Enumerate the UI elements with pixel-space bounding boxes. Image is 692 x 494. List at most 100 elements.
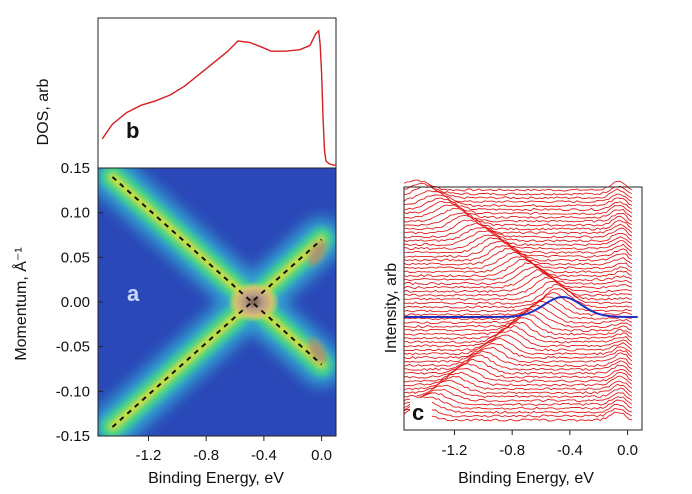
- edc-curve: [403, 337, 633, 356]
- edc-curve: [403, 358, 633, 375]
- momentum-tick-label: 0.00: [61, 294, 90, 311]
- panel-c: c -1.2 -0.8 -0.4 0.0 Binding Energy, eV Int…: [383, 179, 643, 487]
- edc-curve: [403, 269, 633, 289]
- edc-curve: [403, 276, 633, 297]
- edc-dirac-curve: [404, 295, 638, 318]
- edc-curve: [403, 190, 633, 204]
- heatmap: [98, 168, 336, 436]
- edc-curve: [403, 308, 633, 328]
- energy-tick-label-c: -1.2: [442, 442, 468, 459]
- edc-curve: [403, 222, 633, 239]
- momentum-tick-label: -0.15: [56, 428, 90, 445]
- energy-ticks-a: -1.2 -0.8 -0.4 0.0: [136, 436, 332, 464]
- edc-curve: [403, 362, 633, 379]
- edc-curve: [403, 292, 632, 313]
- panel-c-frame: [403, 186, 643, 431]
- dirac-cone-guides: [111, 176, 323, 428]
- intensity-axis-label: Intensity, arb: [383, 263, 400, 354]
- edc-curve: [403, 346, 633, 364]
- edc-curve: [403, 212, 633, 227]
- momentum-tick-label: 0.15: [61, 160, 90, 177]
- panel-c-letter-box: [410, 398, 432, 424]
- edc-curve: [403, 186, 633, 200]
- momentum-tick-label: 0.05: [61, 249, 90, 266]
- edc-curve: [403, 404, 633, 418]
- dos-curve: [101, 29, 336, 166]
- edc-curve: [403, 240, 633, 258]
- edc-curve: [403, 325, 633, 344]
- momentum-ticks: 0.15 0.10 0.05 0.00 -0.05 -0.10 -0.15: [56, 160, 103, 445]
- edc-curve: [403, 214, 633, 231]
- edc-curve: [403, 255, 633, 274]
- edc-curve: [403, 266, 633, 286]
- edc-curve: [403, 280, 632, 301]
- edc-curve: [403, 248, 633, 266]
- panel-c-letter: c: [412, 400, 424, 425]
- edc-curve: [404, 283, 632, 305]
- band-lobe-1: [307, 338, 327, 364]
- dos-axis-label: DOS, arb: [35, 79, 52, 146]
- energy-tick-label-a: -1.2: [136, 447, 162, 464]
- energy-tick-label-a: -0.8: [193, 447, 219, 464]
- edc-curve: [403, 245, 633, 262]
- edc-curve: [403, 334, 633, 352]
- edc-curve: [403, 179, 633, 192]
- edc-curve: [403, 388, 633, 403]
- edc-curve: [403, 379, 633, 395]
- edc-curve: [403, 182, 633, 196]
- edc-curve: [403, 200, 633, 215]
- dashed-guide-1: [111, 238, 323, 428]
- edc-curve: [403, 226, 633, 243]
- edc-curve: [403, 400, 633, 414]
- edc-curve: [403, 204, 633, 219]
- edc-stack: [403, 179, 633, 422]
- edc-curve: [403, 234, 633, 251]
- energy-axis-label-a: Binding Energy, eV: [148, 470, 284, 487]
- momentum-tick-label: -0.05: [56, 339, 90, 356]
- edc-curve: [403, 251, 633, 270]
- edc-curve: [403, 343, 633, 360]
- edc-curve: [403, 392, 633, 407]
- energy-tick-label-c: 0.0: [617, 442, 638, 459]
- edc-curve: [403, 258, 633, 278]
- energy-ticks-c: -1.2 -0.8 -0.4 0.0: [442, 430, 638, 459]
- edc-curve: [403, 262, 633, 282]
- energy-tick-label-c: -0.4: [557, 442, 583, 459]
- edc-curve: [403, 371, 633, 387]
- edc-curve: [403, 375, 633, 391]
- edc-curve: [403, 194, 633, 208]
- dirac-point-glow: [227, 282, 280, 322]
- edc-curve: [403, 197, 633, 212]
- panel-a: a 0.15 0.10 0.05 0.00 -0.05 -0.10 -0.15 -1.2 -0…: [11, 160, 337, 487]
- momentum-tick-label: 0.10: [61, 205, 90, 222]
- energy-tick-label-c: -0.8: [499, 442, 525, 459]
- edc-curve: [403, 321, 633, 340]
- panel-a-letter: a: [127, 281, 140, 306]
- band-lobe-0: [307, 240, 327, 266]
- energy-tick-label-a: -0.4: [251, 447, 277, 464]
- momentum-axis-label: Momentum, Å⁻¹: [11, 247, 30, 360]
- panel-b-frame: [97, 17, 337, 169]
- edc-curve: [403, 384, 633, 399]
- edc-curve: [403, 230, 633, 247]
- dashed-guide-0: [111, 176, 323, 366]
- edc-curve: [403, 409, 633, 422]
- edc-curve: [403, 237, 633, 254]
- edc-curve: [403, 207, 633, 223]
- panel-b-letter: b: [126, 118, 139, 143]
- momentum-tick-label: -0.10: [56, 383, 90, 400]
- panel-b: b DOS, arb: [35, 17, 337, 169]
- edc-curve: [403, 396, 633, 410]
- edc-curve: [403, 354, 633, 371]
- energy-axis-label-c: Binding Energy, eV: [458, 470, 594, 487]
- edc-curve: [403, 219, 633, 235]
- edc-curve: [403, 296, 633, 317]
- edc-curve: [403, 329, 633, 348]
- edc-curve: [403, 350, 633, 367]
- edc-curve: [403, 273, 633, 293]
- edc-curve: [403, 288, 632, 309]
- energy-tick-label-a: 0.0: [311, 447, 332, 464]
- edc-curve: [403, 317, 633, 336]
